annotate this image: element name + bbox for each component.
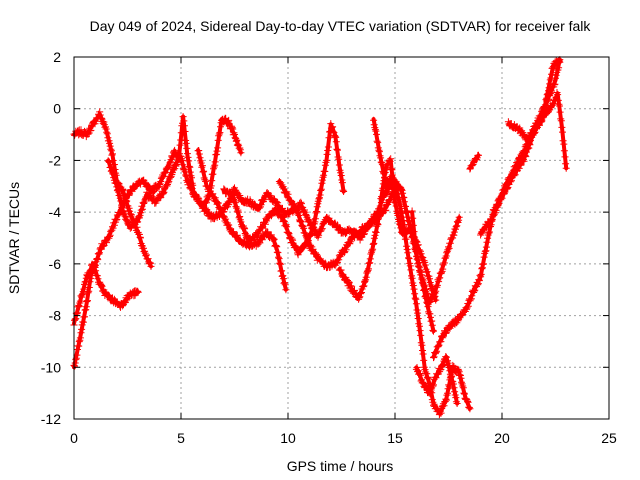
plot-frame (73, 56, 610, 420)
series-track-7 (275, 178, 399, 272)
series-track-4 (104, 113, 245, 232)
series-markers (194, 147, 290, 294)
y-tick-label: -4 (49, 204, 62, 220)
x-tick-label: 0 (70, 430, 78, 446)
series-markers (466, 151, 482, 173)
series-markers (408, 207, 463, 306)
series-track-10 (412, 353, 461, 407)
series-track-3 (70, 260, 142, 329)
y-tick-label: -8 (49, 308, 62, 324)
x-tick-label: 5 (177, 430, 185, 446)
y-tick-label: -10 (41, 359, 61, 375)
x-axis-label: GPS time / hours (287, 458, 394, 474)
x-tick-label: 10 (280, 430, 296, 446)
series-markers (275, 178, 399, 272)
y-tick-label: -6 (49, 256, 62, 272)
y-axis: -12 -10 -8 -6 -4 -2 0 2 (41, 49, 609, 427)
x-tick-label: 15 (387, 430, 403, 446)
y-tick-label: 2 (53, 49, 61, 65)
series-track-15 (504, 56, 564, 144)
series-track-5 (194, 147, 290, 294)
series-markers (504, 56, 564, 144)
series-track-11 (408, 207, 463, 306)
y-tick-label: -12 (41, 411, 61, 427)
series-markers (412, 353, 461, 407)
x-axis: 0 5 10 15 20 25 (70, 57, 617, 446)
series-markers (370, 116, 474, 419)
y-tick-label: 0 (53, 101, 61, 117)
x-tick-label: 20 (494, 430, 510, 446)
y-axis-label: SDTVAR / TECUs (6, 182, 22, 294)
chart-title: Day 049 of 2024, Sidereal Day-to-day VTE… (90, 18, 592, 34)
series-track-6 (220, 120, 348, 259)
series-track-13 (466, 151, 482, 173)
series-markers (104, 113, 245, 232)
y-tick-label: -2 (49, 152, 62, 168)
series-markers (220, 120, 348, 259)
x-tick-label: 25 (601, 430, 617, 446)
